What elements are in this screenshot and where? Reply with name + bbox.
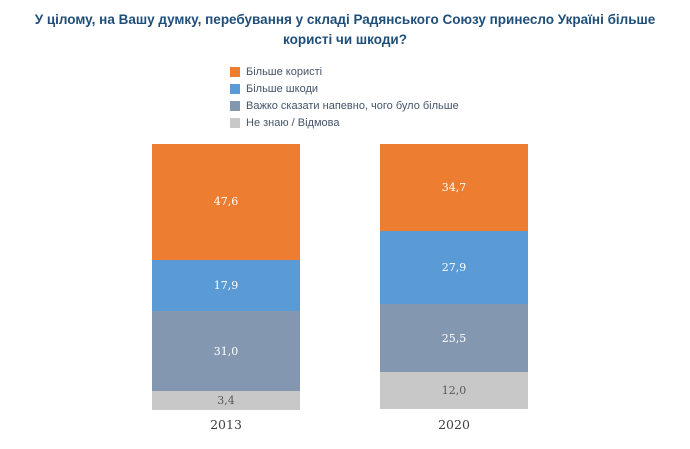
bar-segment-2020-3: 12,0 xyxy=(380,371,528,410)
legend-swatch-icon xyxy=(230,101,240,111)
stacked-bar-2013: 47,6 17,9 31,0 3,4 xyxy=(152,143,300,410)
value-label: 17,9 xyxy=(213,279,239,293)
legend-swatch-icon xyxy=(230,67,240,77)
value-label: 25,5 xyxy=(441,331,467,345)
bar-segment-2013-1: 17,9 xyxy=(152,260,300,312)
bar-segment-2020-2: 25,5 xyxy=(380,304,528,372)
legend-item-0: Більше користі xyxy=(230,66,690,79)
category-label-2020: 2020 xyxy=(438,416,470,432)
legend-label: Не знаю / Відмова xyxy=(246,116,340,129)
bar-segment-2020-0: 34,7 xyxy=(380,143,528,232)
value-label: 27,9 xyxy=(441,261,467,275)
value-label: 47,6 xyxy=(213,195,239,209)
bar-group-2013: 47,6 17,9 31,0 3,4 2013 xyxy=(152,143,300,432)
plot-area: 47,6 17,9 31,0 3,4 2013 34,7 27,9 25,5 12,0 2020 xyxy=(152,143,690,432)
value-label: 31,0 xyxy=(213,344,239,358)
bar-segment-2013-2: 31,0 xyxy=(152,311,300,391)
value-label: 12,0 xyxy=(441,384,467,398)
chart-title: У цілому, на Вашу думку, перебування у с… xyxy=(34,12,656,48)
bar-segment-2013-3: 3,4 xyxy=(152,390,300,410)
legend-label: Більше шкоди xyxy=(246,82,319,95)
value-label: 3,4 xyxy=(217,393,235,407)
bar-group-2020: 34,7 27,9 25,5 12,0 2020 xyxy=(380,143,528,432)
bar-segment-2020-1: 27,9 xyxy=(380,231,528,305)
legend-swatch-icon xyxy=(230,84,240,94)
bar-segment-2013-0: 47,6 xyxy=(152,143,300,261)
value-label: 34,7 xyxy=(441,180,467,194)
legend-item-2: Важко сказати напевно, чого було більше xyxy=(230,100,690,113)
legend-swatch-icon xyxy=(230,118,240,128)
legend: Більше користі Більше шкоди Важко сказати … xyxy=(230,66,690,130)
legend-item-3: Не знаю / Відмова xyxy=(230,117,690,130)
legend-item-1: Більше шкоди xyxy=(230,83,690,96)
legend-label: Більше користі xyxy=(246,65,323,78)
category-label-2013: 2013 xyxy=(210,416,242,432)
stacked-bar-2020: 34,7 27,9 25,5 12,0 xyxy=(380,143,528,410)
legend-label: Важко сказати напевно, чого було більше xyxy=(246,99,459,112)
